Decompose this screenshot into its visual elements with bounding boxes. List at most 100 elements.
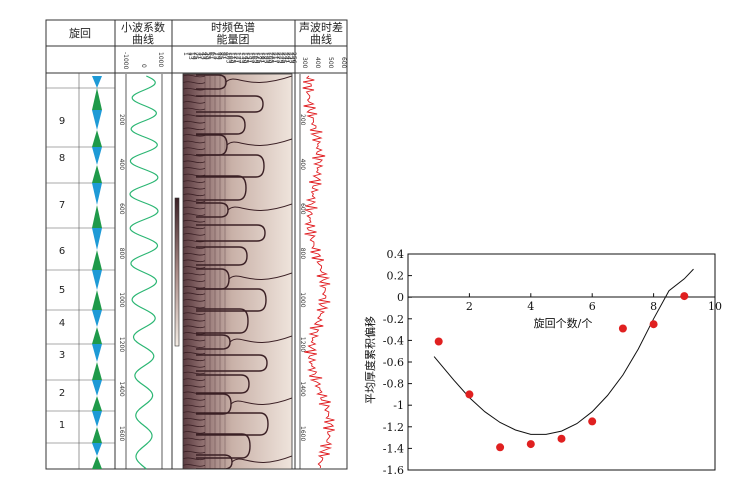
scale-label: 97 bbox=[222, 52, 229, 60]
y-tick-label: -1.2 bbox=[383, 421, 404, 434]
scale-label: 85 bbox=[217, 52, 224, 60]
contour-line bbox=[183, 81, 206, 84]
contour-line bbox=[183, 233, 206, 236]
contour-line bbox=[183, 404, 206, 408]
scale-label: 103 bbox=[225, 52, 232, 64]
data-point bbox=[526, 440, 535, 449]
scale-label: 7 bbox=[185, 52, 192, 56]
scale-label: 121 bbox=[232, 52, 239, 64]
cycle-label: 8 bbox=[59, 153, 65, 164]
scale-label: 181 bbox=[257, 52, 264, 64]
column-header-sonic-sub: 曲线 bbox=[310, 32, 332, 46]
scale-label: 187 bbox=[260, 52, 267, 64]
scale-label: 49 bbox=[202, 52, 209, 60]
cycle-triangle bbox=[92, 228, 102, 250]
energy-lobe bbox=[196, 115, 246, 135]
y-tick-label: -0.2 bbox=[383, 313, 404, 326]
depth-label: 200 bbox=[118, 114, 125, 126]
x-axis-label: 旋回个数/个 bbox=[534, 316, 593, 330]
contour-line bbox=[183, 246, 206, 249]
cycle-triangle bbox=[92, 88, 102, 110]
contour-line bbox=[183, 378, 206, 381]
x-tick-label: 10 bbox=[708, 300, 722, 313]
scale-label: 13 bbox=[187, 52, 194, 60]
scale-label: 25 bbox=[192, 52, 199, 60]
scale-label: 109 bbox=[227, 52, 234, 64]
cycle-triangle bbox=[92, 110, 102, 130]
contour-line bbox=[183, 444, 206, 447]
contour-line bbox=[183, 134, 206, 137]
y-tick-label: -0.6 bbox=[383, 356, 404, 369]
column-header-wavelet-sub: 曲线 bbox=[132, 32, 154, 46]
contour-line bbox=[183, 186, 206, 190]
contour-line bbox=[183, 365, 206, 368]
contour-line bbox=[183, 305, 206, 309]
cycle-label: 1 bbox=[59, 420, 65, 431]
wavelet-curve bbox=[129, 75, 159, 470]
cycle-triangle bbox=[92, 205, 102, 228]
contour-line bbox=[183, 312, 206, 315]
x-tick-label: 2 bbox=[466, 300, 473, 313]
scale-label: 43 bbox=[200, 52, 207, 60]
contour-line bbox=[183, 206, 206, 210]
log-panel: 旋回 小波系数 曲线 时频色谱 能量团 声波时差 曲线 -1000 0 1000… bbox=[45, 19, 348, 470]
contour-line bbox=[183, 398, 206, 401]
scale-label: 253 bbox=[288, 52, 295, 64]
cycle-triangle bbox=[92, 380, 102, 396]
depth-label: 1000 bbox=[299, 292, 306, 307]
depth-label: 1400 bbox=[118, 381, 125, 396]
scale-label: 157 bbox=[247, 52, 254, 64]
y-axis-label: 平均厚度累积偏移 bbox=[363, 316, 377, 404]
scale-label: 0 bbox=[140, 64, 147, 68]
contour-line bbox=[229, 335, 292, 343]
scale-label: 37 bbox=[197, 52, 204, 60]
scale-label: 256 bbox=[290, 52, 297, 64]
scale-label: 300 bbox=[301, 57, 308, 69]
y-tick-label: -1.6 bbox=[383, 464, 404, 477]
contour-line bbox=[183, 74, 206, 78]
depth-label: 1600 bbox=[118, 426, 125, 441]
scale-label: 247 bbox=[285, 52, 292, 64]
contour-line bbox=[183, 266, 206, 269]
scale-label: 145 bbox=[242, 52, 249, 64]
cycle-label: 5 bbox=[59, 285, 65, 296]
depth-label: 1200 bbox=[118, 337, 125, 352]
scale-label: 91 bbox=[220, 52, 227, 60]
cycle-triangle bbox=[92, 147, 102, 165]
contour-line bbox=[183, 226, 206, 230]
scale-label: 67 bbox=[210, 52, 217, 60]
contour-line bbox=[183, 279, 206, 282]
scale-label: 19 bbox=[190, 52, 197, 60]
contour-line bbox=[183, 193, 206, 197]
cycle-triangle bbox=[92, 310, 102, 327]
cycle-triangle bbox=[92, 362, 102, 380]
depth-label: 400 bbox=[299, 159, 306, 171]
scale-label: 163 bbox=[250, 52, 257, 64]
depth-label: 1000 bbox=[118, 292, 125, 307]
energy-contours bbox=[183, 74, 292, 469]
y-tick-label: -0.4 bbox=[383, 334, 404, 347]
energy-lobe bbox=[196, 175, 247, 201]
contour-line bbox=[183, 345, 206, 348]
scale-label: 235 bbox=[280, 52, 287, 64]
spectrogram-background bbox=[183, 74, 292, 469]
contour-line bbox=[183, 252, 206, 256]
sonic-track: 200 400 600 800 1000 1200 1400 1600 bbox=[299, 74, 335, 469]
depth-axis: 200 400 600 800 1000 1200 1400 1600 bbox=[299, 114, 306, 441]
contour-line bbox=[183, 200, 206, 203]
data-point bbox=[465, 390, 474, 399]
cycle-triangle bbox=[92, 290, 102, 310]
cycle-triangle bbox=[92, 427, 102, 443]
scale-label: 79 bbox=[215, 52, 222, 60]
cycle-triangle bbox=[92, 76, 102, 88]
scale-label: 400 bbox=[314, 57, 321, 69]
spectrogram-border bbox=[182, 73, 293, 470]
wavelet-scale: -1000 0 1000 bbox=[122, 52, 164, 70]
scale-label: 229 bbox=[277, 52, 284, 64]
column-header-sonic: 声波时差 bbox=[299, 20, 343, 34]
energy-lobe bbox=[196, 95, 264, 113]
contour-line bbox=[183, 219, 206, 223]
cycle-triangle bbox=[92, 344, 102, 362]
contour-line bbox=[183, 120, 206, 124]
